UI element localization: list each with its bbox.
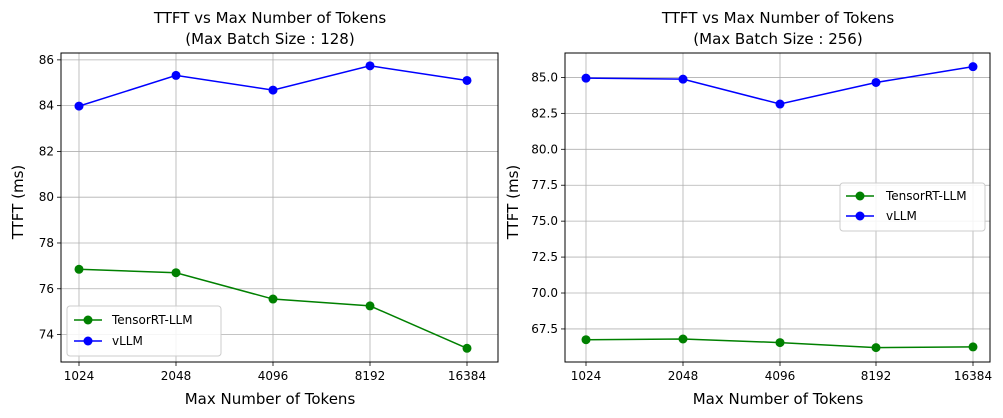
grid	[61, 53, 498, 362]
data-point-vllm	[268, 85, 278, 95]
legend-label-vllm: vLLM	[112, 334, 143, 348]
data-point-tensorrt-llm	[365, 301, 375, 311]
data-point-vllm	[171, 70, 181, 80]
y-axis-ticks: 67.5 70.0 72.5 75.0 77.5 80.0 82.5 85.0	[531, 70, 565, 336]
data-point-vllm	[581, 73, 591, 83]
chart-left: TTFT vs Max Number of Tokens (Max Batch …	[9, 9, 499, 408]
data-point-vllm	[968, 62, 978, 72]
legend-box	[839, 182, 986, 232]
data-point-tensorrt-llm	[968, 342, 978, 352]
y-tick-label: 86	[39, 53, 54, 67]
x-tick-label: 8192	[861, 369, 892, 383]
data-point-tensorrt-llm	[678, 334, 688, 344]
plot-frame	[60, 52, 499, 363]
legend-marker-vllm	[855, 211, 865, 221]
legend-label-tensorrt: TensorRT-LLM	[111, 313, 193, 327]
legend-label-vllm: vLLM	[886, 209, 917, 223]
x-axis-label: Max Number of Tokens	[185, 390, 356, 408]
legend-label-tensorrt: TensorRT-LLM	[885, 189, 967, 203]
legend-marker-tensorrt	[855, 191, 865, 201]
y-axis-ticks: 74 76 78 80 82 84 86	[39, 53, 61, 342]
y-tick-label: 80.0	[531, 142, 558, 156]
data-point-tensorrt-llm	[871, 343, 881, 353]
x-axis-ticks: 1024 2048 4096 8192 16384	[571, 362, 992, 383]
x-axis-ticks: 1024 2048 4096 8192 16384	[64, 362, 486, 383]
chart-title: TTFT vs Max Number of Tokens	[661, 9, 895, 27]
y-axis-label: TTFT (ms)	[9, 165, 27, 241]
y-tick-label: 75.0	[531, 214, 558, 228]
data-point-vllm	[462, 75, 472, 85]
y-tick-label: 82.5	[531, 106, 558, 120]
plot-series	[581, 62, 978, 353]
y-tick-label: 77.5	[531, 178, 558, 192]
data-point-tensorrt-llm	[581, 335, 591, 345]
data-point-vllm	[365, 61, 375, 71]
y-tick-label: 76	[39, 282, 54, 296]
y-tick-label: 84	[39, 99, 54, 113]
x-tick-label: 2048	[668, 369, 699, 383]
y-tick-label: 80	[39, 190, 54, 204]
plot-series	[74, 61, 472, 353]
legend: TensorRT-LLM vLLM	[839, 182, 986, 232]
data-point-vllm	[678, 74, 688, 84]
chart-right: TTFT vs Max Number of Tokens (Max Batch …	[504, 9, 992, 408]
x-axis-label: Max Number of Tokens	[693, 390, 864, 408]
x-tick-label: 16384	[954, 369, 992, 383]
x-tick-label: 4096	[765, 369, 796, 383]
chart-subtitle: (Max Batch Size : 256)	[693, 30, 862, 48]
legend-marker-vllm	[83, 336, 93, 346]
x-tick-label: 16384	[448, 369, 486, 383]
data-point-vllm	[775, 99, 785, 109]
x-tick-label: 2048	[161, 369, 192, 383]
y-tick-label: 85.0	[531, 70, 558, 84]
data-point-vllm	[871, 77, 881, 87]
chart-subtitle: (Max Batch Size : 128)	[185, 30, 354, 48]
x-tick-label: 8192	[355, 369, 386, 383]
series-line-vllm	[585, 65, 974, 105]
data-point-tensorrt-llm	[171, 268, 181, 278]
legend-marker-tensorrt	[83, 315, 93, 325]
legend: TensorRT-LLM vLLM	[66, 305, 222, 357]
y-tick-label: 78	[39, 236, 54, 250]
y-axis-label: TTFT (ms)	[504, 165, 522, 241]
y-tick-label: 70.0	[531, 286, 558, 300]
data-point-tensorrt-llm	[775, 338, 785, 348]
y-tick-label: 72.5	[531, 250, 558, 264]
chart-title: TTFT vs Max Number of Tokens	[153, 9, 387, 27]
legend-box	[66, 305, 222, 357]
y-tick-label: 82	[39, 144, 54, 158]
data-point-vllm	[74, 101, 84, 111]
data-point-tensorrt-llm	[74, 264, 84, 274]
x-tick-label: 1024	[64, 369, 95, 383]
y-tick-label: 67.5	[531, 322, 558, 336]
data-point-tensorrt-llm	[462, 343, 472, 353]
x-tick-label: 4096	[258, 369, 289, 383]
data-point-tensorrt-llm	[268, 294, 278, 304]
y-tick-label: 74	[39, 328, 54, 342]
x-tick-label: 1024	[571, 369, 602, 383]
plot-frame	[564, 52, 991, 363]
